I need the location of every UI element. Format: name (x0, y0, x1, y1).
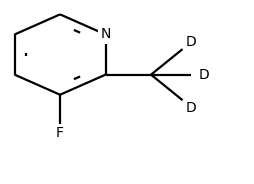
Text: N: N (100, 27, 111, 41)
Text: D: D (199, 68, 209, 82)
Text: F: F (56, 126, 64, 140)
Text: D: D (186, 100, 197, 114)
Text: D: D (186, 35, 197, 49)
